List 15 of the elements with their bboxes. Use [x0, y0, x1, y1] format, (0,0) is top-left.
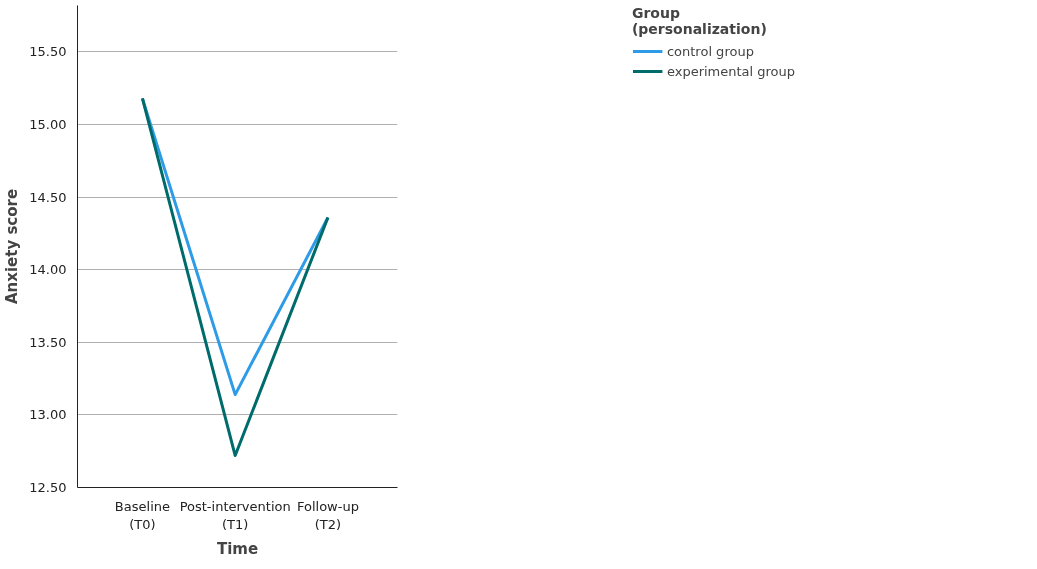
legend-label: experimental group [666, 63, 796, 79]
y-tick-label: 14.50 [29, 189, 67, 205]
y-axis-title: Anxiety score [3, 188, 22, 305]
legend-title: Group (personalization) [631, 5, 768, 37]
y-tick-label: 12.50 [29, 480, 67, 495]
x-tick-label: Baseline (T0) [114, 498, 170, 532]
y-tick-label: 13.50 [29, 334, 67, 350]
legend-label: control group [666, 43, 754, 59]
y-tick-label: 14.00 [29, 262, 67, 278]
y-tick-label: 15.50 [29, 44, 67, 60]
y-tick-label: 15.00 [29, 117, 67, 133]
y-tick-label: 13.00 [29, 407, 67, 423]
x-axis-title: Time [216, 539, 259, 558]
x-tick-label: Follow-up (T2) [296, 498, 359, 532]
x-tick-label: Post-intervention (T1) [179, 498, 291, 532]
